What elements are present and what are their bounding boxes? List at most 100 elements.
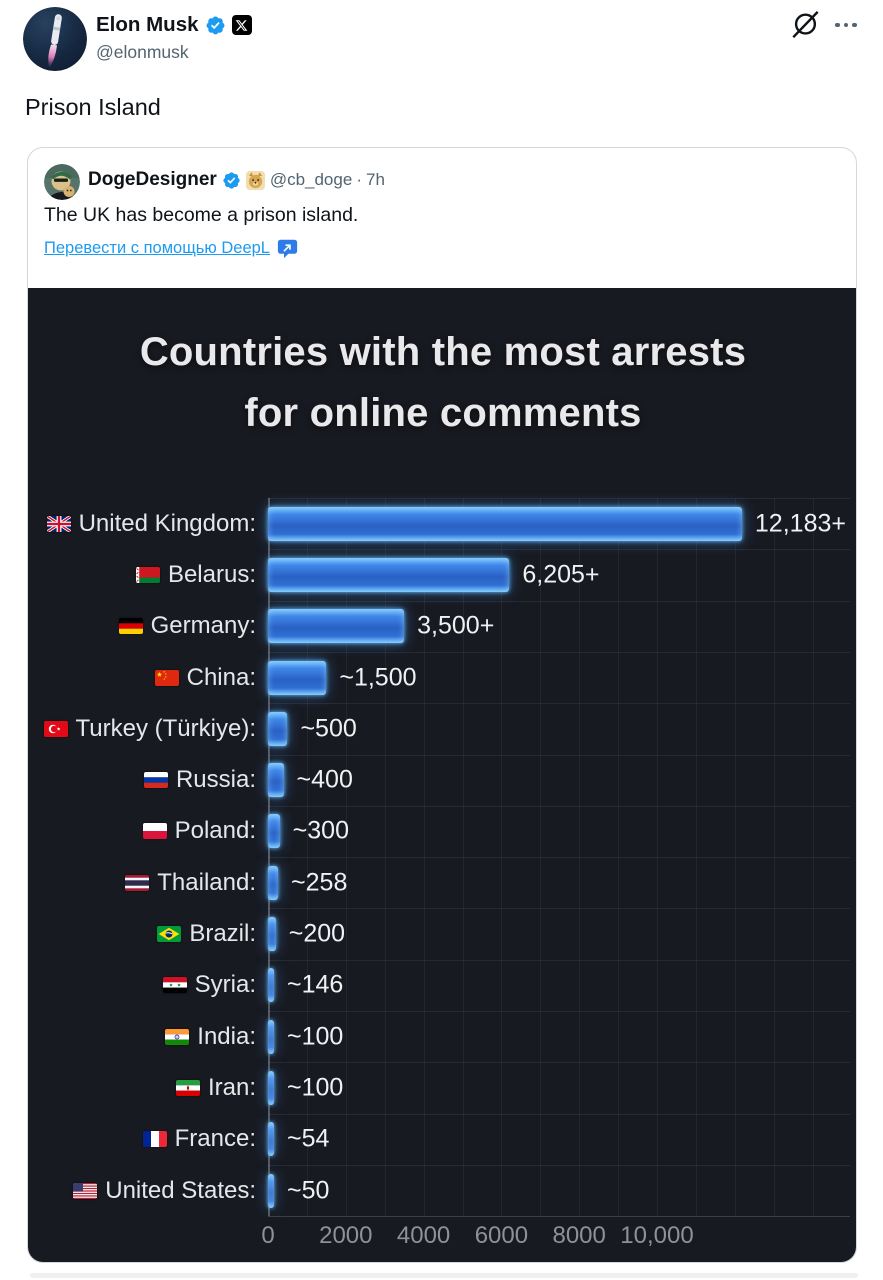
bar xyxy=(268,1173,274,1208)
author-handle[interactable]: @elonmusk xyxy=(96,42,189,62)
quoted-tweet-card[interactable]: DogeDesigner @cb_doge · 7h The UK has be… xyxy=(27,147,857,1263)
more-button[interactable] xyxy=(830,14,862,36)
chart-row: France: ~54 xyxy=(28,1114,856,1165)
gridline xyxy=(579,498,581,1216)
chart-row: Germany: 3,500+ xyxy=(28,601,856,652)
flag-fr-icon xyxy=(142,1131,167,1148)
chart-row: Poland: ~300 xyxy=(28,806,856,857)
chart-row: India: ~100 xyxy=(28,1011,856,1062)
quoted-author-row: DogeDesigner @cb_doge · 7h xyxy=(88,169,385,191)
ellipsis-icon xyxy=(835,22,840,28)
gridline xyxy=(268,908,850,910)
gridline xyxy=(268,1011,850,1012)
chart-row: United Kingdom: 12,183+ xyxy=(28,498,856,549)
gridline xyxy=(657,498,658,1216)
verified-badge-icon xyxy=(206,16,224,34)
value-label: ~200 xyxy=(288,919,346,948)
flag-br-icon xyxy=(157,926,182,943)
x-axis-tick-label: 10,000 xyxy=(620,1222,694,1249)
quoted-author-handle[interactable]: @cb_doge xyxy=(269,170,353,189)
country-label: Russia: xyxy=(175,766,256,794)
value-label: 3,500+ xyxy=(417,611,495,640)
quoted-avatar[interactable] xyxy=(44,164,80,200)
rocket-avatar-image xyxy=(23,7,87,71)
country-label: France: xyxy=(174,1125,256,1153)
doge-avatar-image xyxy=(44,164,80,200)
quoted-timestamp: 7h xyxy=(365,170,385,189)
value-label: ~50 xyxy=(287,1176,330,1205)
gridline xyxy=(268,1113,850,1115)
flag-gb-icon xyxy=(46,515,71,532)
bottom-divider xyxy=(30,1273,858,1278)
chart-row: Syria: ~146 xyxy=(28,960,856,1011)
bar xyxy=(268,1122,274,1157)
flag-cn-icon xyxy=(154,669,179,686)
x-axis-tick-label: 6000 xyxy=(474,1222,529,1249)
bar xyxy=(268,660,327,695)
value-label: ~300 xyxy=(292,816,349,845)
gridline xyxy=(306,498,308,1216)
x-axis-tick-label: 0 xyxy=(261,1222,275,1249)
translate-row: Перевести с помощью DeepL xyxy=(44,238,298,259)
value-label: ~100 xyxy=(287,1073,344,1102)
gridline xyxy=(773,498,775,1216)
gridline xyxy=(268,805,850,807)
flag-by-icon xyxy=(135,566,160,583)
bar xyxy=(268,865,279,900)
flag-in-icon xyxy=(165,1028,190,1045)
gridline xyxy=(695,498,697,1216)
flag-ir-icon xyxy=(175,1079,200,1096)
avatar[interactable] xyxy=(23,7,87,71)
country-label: Poland: xyxy=(174,817,256,845)
chart-row: Thailand: ~258 xyxy=(28,857,856,908)
gridline xyxy=(268,959,850,961)
x-axis-tick-label: 4000 xyxy=(396,1222,451,1249)
gridline xyxy=(268,600,850,602)
country-label: Thailand: xyxy=(157,868,256,896)
translate-link[interactable]: Перевести с помощью DeepL xyxy=(44,239,270,257)
country-label: United Kingdom: xyxy=(78,509,256,537)
gridline xyxy=(268,857,850,859)
x-axis-tick-label: 2000 xyxy=(319,1222,373,1249)
gridline xyxy=(268,651,850,653)
bar xyxy=(268,1019,274,1054)
gridline xyxy=(501,498,503,1216)
value-label: 6,205+ xyxy=(522,560,600,589)
deepl-icon xyxy=(277,239,298,259)
chart-row: Turkey (Türkiye): ~500 xyxy=(28,703,856,754)
gridline xyxy=(462,498,464,1216)
chart-row: Iran: ~100 xyxy=(28,1062,856,1113)
country-label: United States: xyxy=(105,1176,256,1204)
country-label: Belarus: xyxy=(167,560,256,588)
value-label: ~258 xyxy=(291,868,348,897)
tweet-text: Prison Island xyxy=(25,94,161,120)
value-label: 12,183+ xyxy=(754,509,846,538)
gridline xyxy=(423,498,425,1216)
quoted-meta: @cb_doge · 7h xyxy=(269,170,385,189)
bar xyxy=(268,557,510,592)
gridline xyxy=(268,498,270,1216)
value-label: ~1,500 xyxy=(339,663,417,692)
chart-row: China: ~1,500 xyxy=(28,652,856,703)
doge-affiliate-badge-icon xyxy=(245,170,265,190)
flag-sy-icon xyxy=(162,977,187,994)
author-row: Elon Musk xyxy=(96,12,252,38)
country-label: Turkey (Türkiye): xyxy=(75,714,256,742)
flag-de-icon xyxy=(118,618,143,635)
chart-image[interactable]: Countries with the most arrests for onli… xyxy=(28,288,856,1262)
grok-button[interactable] xyxy=(786,9,824,41)
value-label: ~100 xyxy=(287,1022,344,1051)
flag-pl-icon xyxy=(142,823,167,840)
gridline xyxy=(268,703,850,705)
chart-row: United States: ~50 xyxy=(28,1165,856,1216)
value-label: ~500 xyxy=(300,714,357,743)
gridline xyxy=(540,498,542,1216)
flag-ru-icon xyxy=(143,772,168,789)
gridline xyxy=(268,1216,850,1218)
chart-row: Brazil: ~200 xyxy=(28,908,856,959)
bar xyxy=(268,763,284,798)
value-label: ~400 xyxy=(296,765,353,794)
author-name[interactable]: Elon Musk xyxy=(96,13,199,36)
quoted-author-name[interactable]: DogeDesigner xyxy=(88,169,217,190)
country-label: China: xyxy=(186,663,256,691)
